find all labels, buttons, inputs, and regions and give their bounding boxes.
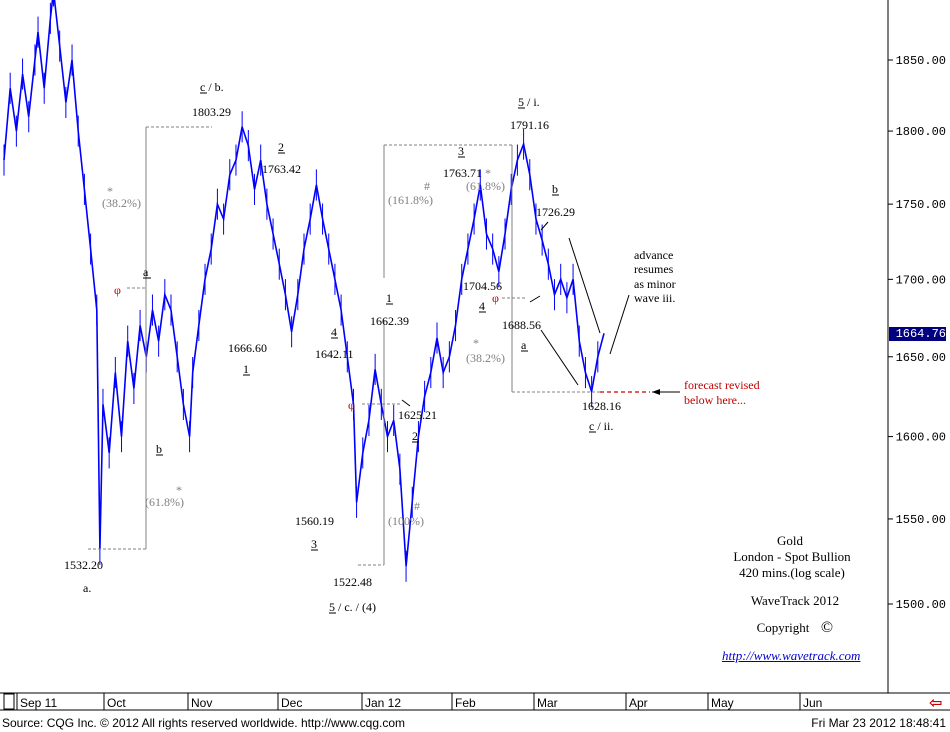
label-wave-a: a. [83,581,91,595]
x-tick-label: Feb [455,696,476,710]
x-tick-label: Jan 12 [365,696,401,710]
x-tick-label: Mar [537,696,558,710]
fib-100: (100%) [388,514,424,528]
y-tick-label: 1650.00 [896,351,946,365]
star-2: * [176,483,182,497]
hash-1: # [424,179,430,193]
label-1726: 1726.29 [536,205,575,219]
scroll-handle[interactable] [3,693,15,710]
label-1688: 1688.56 [502,318,541,332]
label-wave-b: b [552,182,558,196]
info-interval: 420 mins.(log scale) [739,565,845,580]
phi-1: φ [114,283,121,297]
label-wave1-a: 1 [243,362,249,376]
label-wave2-a: 2 [278,140,284,154]
label-1662: 1662.39 [370,314,409,328]
advance-4: wave iii. [634,291,675,305]
star-4: * [473,336,479,350]
label-wave-i: 5 / i. [518,95,540,109]
y-tick-label: 1500.00 [896,598,946,612]
x-tick-label: Dec [281,696,302,710]
price-series [3,0,605,582]
label-wave3-a: 3 [311,537,317,551]
x-tick-label: May [711,696,734,710]
x-axis-ticks: Sep 11 Oct Nov Dec Jan 12 Feb Mar Apr May Jun [16,693,822,710]
label-wave3-b: 3 [458,144,464,158]
y-tick-label: 1550.00 [896,513,946,527]
fib-1618: (161.8%) [388,193,433,207]
y-tick-label: 1850.00 [896,54,946,68]
label-1763b: 1763.71 [443,166,482,180]
info-wavetrack: WaveTrack 2012 [750,593,840,608]
advance-2: resumes [634,262,674,276]
label-1560: 1560.19 [295,514,334,528]
label-wave2-b: 2 [412,429,418,443]
phi-2: φ [348,398,355,412]
info-copyright: Copyright [756,620,810,635]
label-1625: 1625.21 [398,408,437,422]
star-3: * [485,166,491,180]
label-1522: 1522.48 [333,575,372,589]
last-price-box: 1664.76 [889,326,946,341]
label-1763a: 1763.42 [262,162,301,176]
info-instrument: Gold [777,533,803,548]
y-axis-ticks: 1850.00 1800.00 1750.00 1700.00 1650.00 1600.… [888,54,946,612]
label-1791: 1791.16 [510,118,549,132]
x-tick-label: Nov [191,696,212,710]
fib-382-b: (38.2%) [466,351,505,365]
label-wave-a-oct: a [143,265,149,279]
label-wave1-b: 1 [386,291,392,305]
label-wave4-b: 4 [479,299,485,313]
y-tick-label: 1800.00 [896,125,946,139]
advance-1: advance [634,248,673,262]
wave-annotations: 1532.20 a. 1803.29 c / b. 1666.60 1 1763… [64,80,760,614]
y-tick-label: 1600.00 [896,431,946,445]
label-1628: 1628.16 [582,399,621,413]
label-wave-a2: a [521,338,527,352]
fib-382-a: (38.2%) [102,196,141,210]
label-wave4-a: 4 [331,325,337,339]
fib-618-b: (61.8%) [466,179,505,193]
x-tick-label: Oct [107,696,126,710]
source-text: Source: CQG Inc. © 2012 All rights reser… [2,716,406,730]
chart: 1850.00 1800.00 1750.00 1700.00 1650.00 1600.… [0,0,950,711]
fib-lines [88,126,600,566]
x-tick-label: Sep 11 [20,696,57,710]
x-tick-label: Apr [629,696,648,710]
label-1532: 1532.20 [64,558,103,572]
copyright-icon: © [820,619,834,636]
star-1: * [107,184,113,198]
y-tick-label: 1700.00 [896,273,946,287]
label-1704: 1704.56 [463,279,502,293]
forecast-1: forecast revised [684,378,760,392]
label-wave-c4: 5 / c. / (4) [329,600,376,614]
forecast-2: below here... [684,393,746,407]
x-tick-label: Jun [803,696,822,710]
label-wave-b-oct: b [156,442,162,456]
label-1642: 1642.11 [315,347,354,361]
label-wave-cb: c / b. [200,80,224,94]
advance-3: as minor [634,277,676,291]
label-1803: 1803.29 [192,105,231,119]
timestamp: Fri Mar 23 2012 18:48:41 [811,716,946,730]
label-wave-ii: c / ii. [589,419,613,433]
phi-3: φ [492,291,499,305]
info-market: London - Spot Bullion [733,549,851,564]
y-tick-label: 1750.00 [896,198,946,212]
wave-guides [401,221,630,407]
forecast-arrowhead [652,389,660,395]
hash-2: # [414,499,420,513]
wavetrack-link[interactable]: http://www.wavetrack.com [722,648,861,663]
label-1666: 1666.60 [228,341,267,355]
footer: Source: CQG Inc. © 2012 All rights reser… [0,715,950,732]
label-underlines [143,92,596,614]
scroll-left-arrow-icon[interactable]: ⇦ [929,693,943,712]
fib-618-a: (61.8%) [145,495,184,509]
